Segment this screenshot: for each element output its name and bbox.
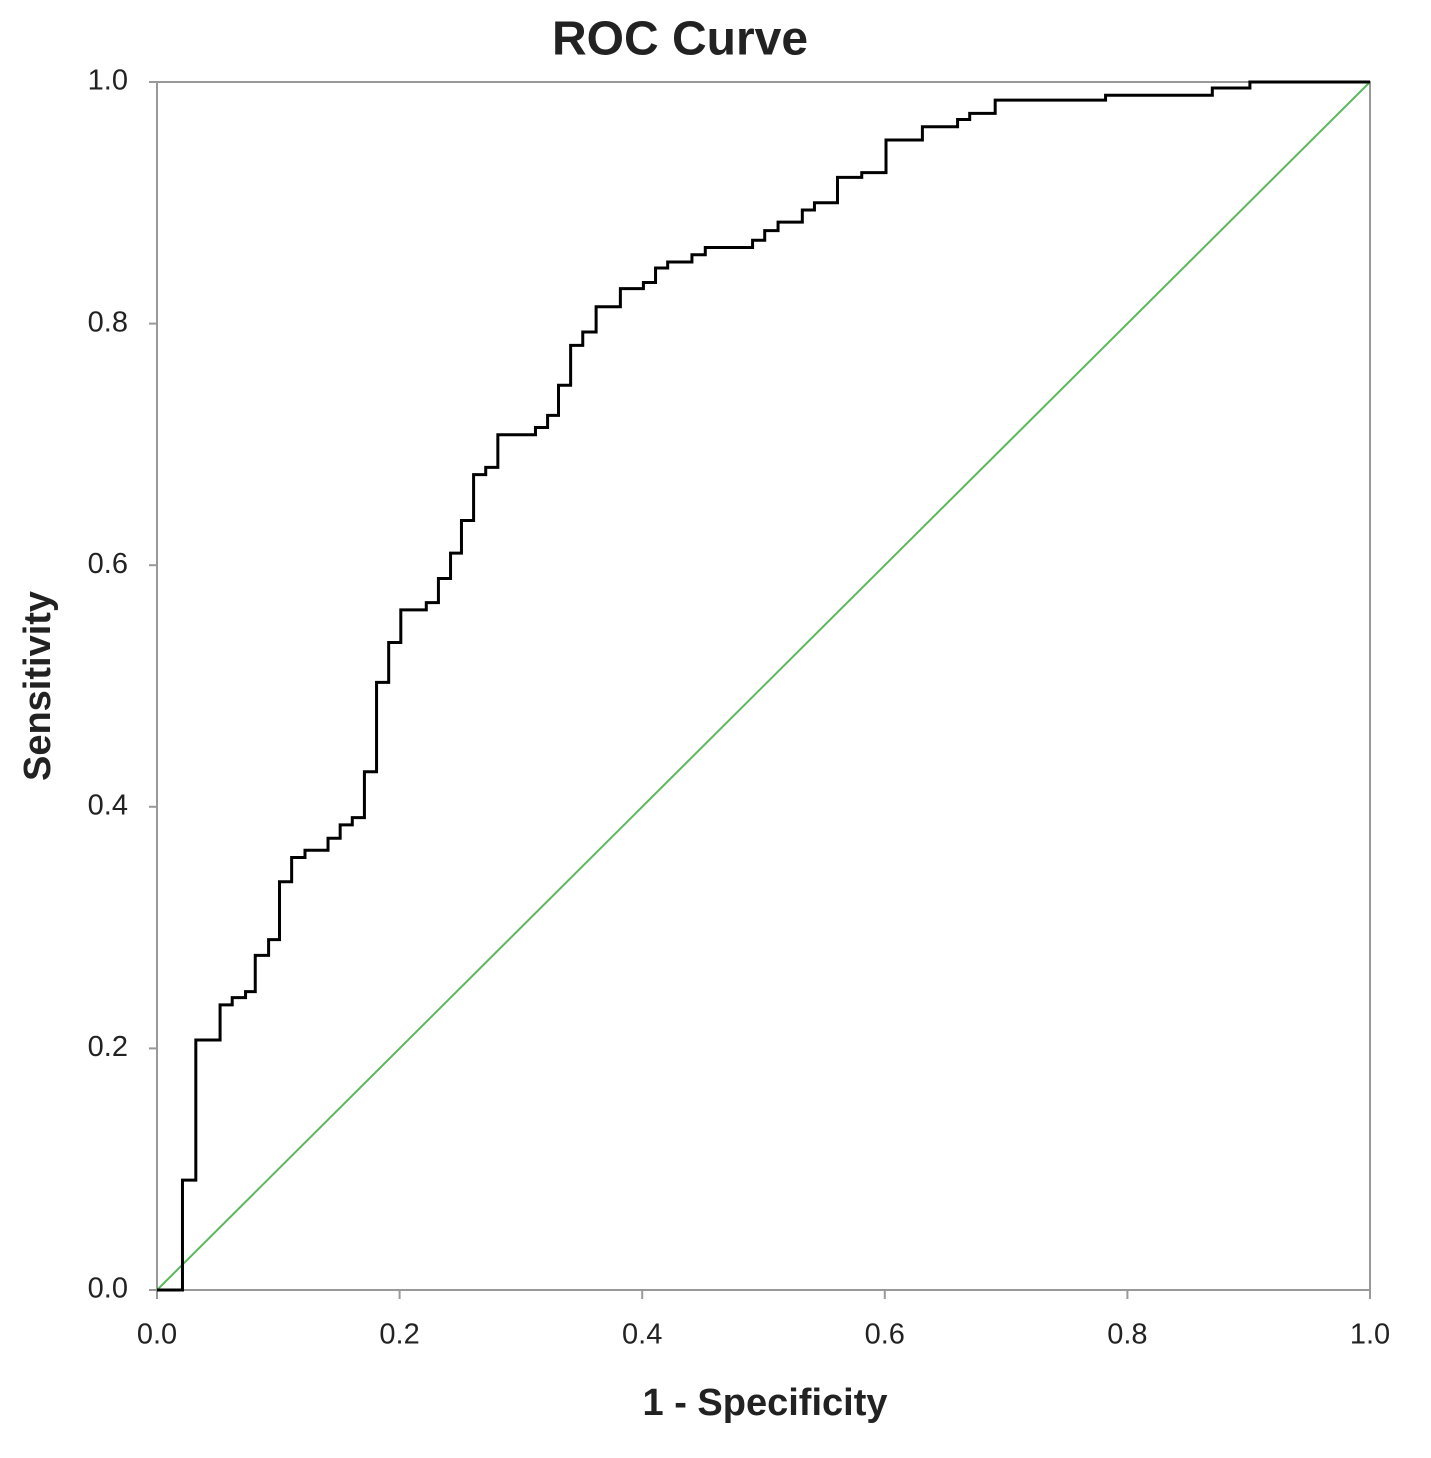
- x-tick-label: 0.6: [865, 1319, 905, 1351]
- y-tick-label: 0.2: [88, 1031, 128, 1063]
- x-tick-label: 1.0: [1350, 1319, 1390, 1351]
- plot-frame: [156, 81, 1371, 1291]
- y-tick-label: 1.0: [88, 65, 128, 97]
- line: [157, 80, 1370, 1292]
- y-axis-label: Sensitivity: [17, 591, 59, 781]
- line: [156, 81, 1371, 1291]
- y-tick-label: 0.8: [88, 306, 128, 338]
- y-tick-label: 0.6: [88, 548, 128, 580]
- chart-title: ROC Curve: [552, 13, 808, 66]
- x-tick-label: 0.4: [622, 1319, 662, 1351]
- y-tick-label: 0.0: [88, 1273, 128, 1305]
- x-axis-label: 1 - Specificity: [643, 1382, 888, 1424]
- x-tick-label: 0.2: [379, 1319, 419, 1351]
- y-tick-label: 0.4: [88, 789, 128, 821]
- x-tick-label: 0.0: [137, 1319, 177, 1351]
- x-tick-label: 0.8: [1107, 1319, 1147, 1351]
